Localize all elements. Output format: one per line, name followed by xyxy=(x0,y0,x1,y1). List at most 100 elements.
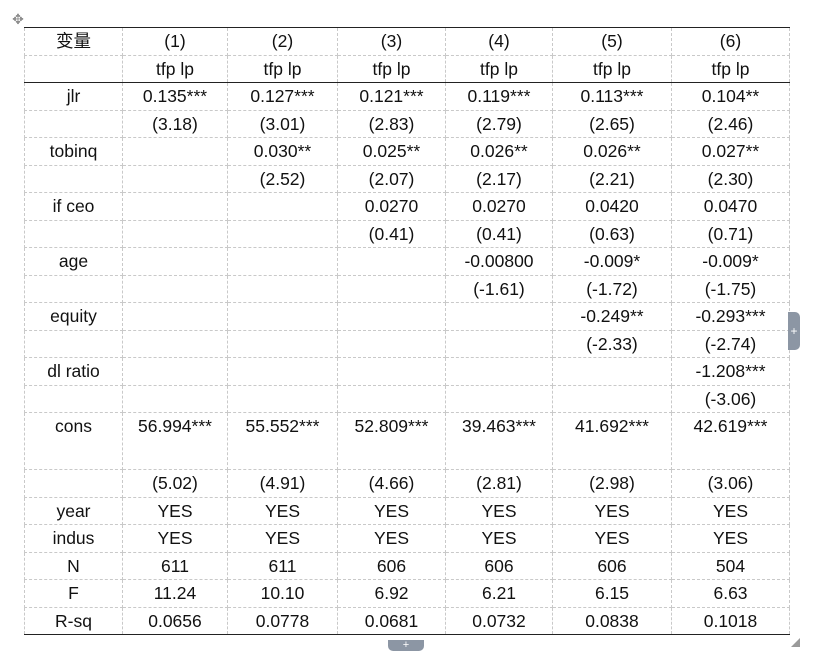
value-cell: 0.0838 xyxy=(552,607,672,635)
variable-label-cell xyxy=(24,469,123,498)
variable-label-cell xyxy=(24,220,123,248)
value-cell: 606 xyxy=(445,552,553,580)
value-cell xyxy=(552,385,672,413)
value-cell xyxy=(227,247,338,276)
value-cell: (3.18) xyxy=(122,110,228,138)
variable-label-cell: equity xyxy=(24,302,123,331)
dependent-variable-row: tfp lp tfp lp tfp lp tfp lp tfp lp tfp l… xyxy=(24,55,790,83)
value-cell: (2.17) xyxy=(445,165,553,193)
value-cell: (-2.74) xyxy=(671,330,790,358)
table-row: dl ratio -1.208*** xyxy=(24,357,790,386)
variable-label-cell xyxy=(24,330,123,358)
header-cell: (4) xyxy=(445,27,553,56)
value-cell: YES xyxy=(552,497,672,525)
value-cell: (2.46) xyxy=(671,110,790,138)
value-cell: (5.02) xyxy=(122,469,228,498)
value-cell: (2.83) xyxy=(337,110,446,138)
value-cell xyxy=(552,357,672,386)
value-cell: 504 xyxy=(671,552,790,580)
table-row: indus YES YES YES YES YES YES xyxy=(24,524,790,553)
value-cell: 42.619*** xyxy=(671,412,790,470)
variable-label-cell: age xyxy=(24,247,123,276)
variable-label-cell xyxy=(24,110,123,138)
value-cell: 0.0470 xyxy=(671,192,790,221)
value-cell: YES xyxy=(337,524,446,553)
value-cell: 41.692*** xyxy=(552,412,672,470)
value-cell: (4.66) xyxy=(337,469,446,498)
value-cell: (2.65) xyxy=(552,110,672,138)
dep-var-cell: tfp lp xyxy=(337,55,446,83)
value-cell: YES xyxy=(671,497,790,525)
value-cell: -0.249** xyxy=(552,302,672,331)
value-cell: YES xyxy=(227,524,338,553)
value-cell: -1.208*** xyxy=(671,357,790,386)
variable-label-cell: cons xyxy=(24,412,123,470)
value-cell: YES xyxy=(445,497,553,525)
table-row: if ceo 0.0270 0.0270 0.0420 0.0470 xyxy=(24,192,790,221)
value-cell: (3.06) xyxy=(671,469,790,498)
value-cell: (2.81) xyxy=(445,469,553,498)
value-cell: YES xyxy=(122,524,228,553)
value-cell: 611 xyxy=(122,552,228,580)
value-cell xyxy=(337,357,446,386)
value-cell: 0.0778 xyxy=(227,607,338,635)
value-cell: 0.0420 xyxy=(552,192,672,221)
variable-label-cell xyxy=(24,165,123,193)
table-row: (-1.61) (-1.72) (-1.75) xyxy=(24,275,790,303)
value-cell: 6.92 xyxy=(337,579,446,608)
table-row: (3.18) (3.01) (2.83) (2.79) (2.65) (2.46) xyxy=(24,110,790,138)
value-cell: 606 xyxy=(552,552,672,580)
value-cell xyxy=(122,385,228,413)
value-cell: 0.1018 xyxy=(671,607,790,635)
header-cell: (3) xyxy=(337,27,446,56)
variable-label-cell: dl ratio xyxy=(24,357,123,386)
value-cell xyxy=(445,330,553,358)
header-cell: 变量 xyxy=(24,27,123,56)
value-cell: 55.552*** xyxy=(227,412,338,470)
add-row-icon[interactable]: + xyxy=(388,640,424,651)
value-cell xyxy=(122,302,228,331)
value-cell: YES xyxy=(552,524,672,553)
value-cell: (0.63) xyxy=(552,220,672,248)
value-cell xyxy=(337,275,446,303)
table-move-handle-icon[interactable]: ✥ xyxy=(12,12,24,28)
table-row: (-2.33) (-2.74) xyxy=(24,330,790,358)
value-cell: (-3.06) xyxy=(671,385,790,413)
value-cell xyxy=(337,385,446,413)
variable-label-cell: N xyxy=(24,552,123,580)
value-cell: 39.463*** xyxy=(445,412,553,470)
dep-var-cell: tfp lp xyxy=(552,55,672,83)
resize-icon[interactable] xyxy=(791,638,800,647)
table-row: jlr 0.135*** 0.127*** 0.121*** 0.119*** 0.113… xyxy=(24,82,790,111)
value-cell xyxy=(337,330,446,358)
value-cell: (2.52) xyxy=(227,165,338,193)
value-cell: 0.0732 xyxy=(445,607,553,635)
value-cell: 0.026** xyxy=(552,137,672,166)
value-cell xyxy=(227,330,338,358)
value-cell: 606 xyxy=(337,552,446,580)
value-cell: (2.07) xyxy=(337,165,446,193)
value-cell: (-2.33) xyxy=(552,330,672,358)
table-row: age -0.00800 -0.009* -0.009* xyxy=(24,247,790,276)
value-cell: (0.41) xyxy=(337,220,446,248)
value-cell xyxy=(227,220,338,248)
value-cell: 0.0270 xyxy=(445,192,553,221)
add-column-icon[interactable]: + xyxy=(788,312,800,350)
variable-label-cell: jlr xyxy=(24,82,123,111)
value-cell: (2.21) xyxy=(552,165,672,193)
regression-table: 变量 (1) (2) (3) (4) (5) (6) tfp lp tfp lp… xyxy=(24,27,790,635)
value-cell: (2.30) xyxy=(671,165,790,193)
value-cell: (0.41) xyxy=(445,220,553,248)
variable-label-cell xyxy=(24,385,123,413)
variable-label-cell: R-sq xyxy=(24,607,123,635)
value-cell: 0.025** xyxy=(337,137,446,166)
value-cell xyxy=(122,165,228,193)
value-cell: YES xyxy=(671,524,790,553)
value-cell: 0.0681 xyxy=(337,607,446,635)
value-cell: 56.994*** xyxy=(122,412,228,470)
value-cell: YES xyxy=(227,497,338,525)
table-row: tobinq 0.030** 0.025** 0.026** 0.026** 0.027*… xyxy=(24,137,790,166)
value-cell: -0.293*** xyxy=(671,302,790,331)
table-row: R-sq 0.0656 0.0778 0.0681 0.0732 0.0838 0.1018 xyxy=(24,607,790,635)
value-cell xyxy=(227,302,338,331)
